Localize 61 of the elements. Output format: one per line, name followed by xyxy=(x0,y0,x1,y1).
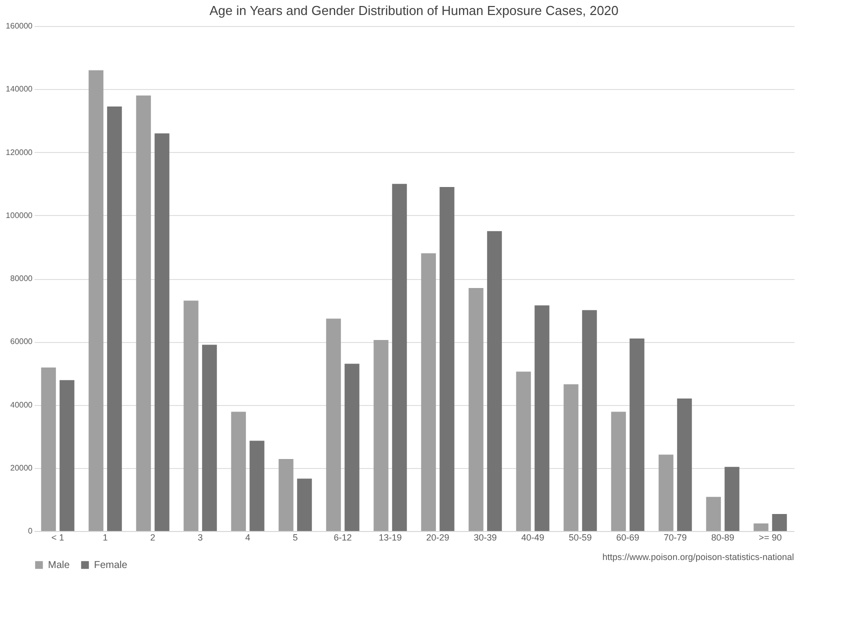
bar xyxy=(658,454,674,531)
bar xyxy=(534,305,550,531)
x-tick-label: 13-19 xyxy=(378,532,402,542)
bar xyxy=(60,380,74,531)
bar xyxy=(374,340,388,531)
x-tick-label: 70-79 xyxy=(664,532,687,542)
bar xyxy=(154,133,170,531)
bar xyxy=(564,384,578,531)
y-tick-label: 60000 xyxy=(10,337,34,346)
y-tick-label: 80000 xyxy=(10,274,34,283)
bar xyxy=(772,514,787,531)
bar xyxy=(344,364,360,531)
x-tick-label: 2 xyxy=(150,532,156,542)
bar xyxy=(88,70,104,531)
bar xyxy=(706,496,721,531)
y-tick-label: 0 xyxy=(28,526,34,536)
x-tick-label: 50-59 xyxy=(568,532,592,542)
bar xyxy=(516,372,531,531)
x-tick-label: 6-12 xyxy=(334,532,352,542)
bar xyxy=(231,412,246,531)
bar xyxy=(184,300,198,531)
y-tick-label: 160000 xyxy=(6,22,34,30)
x-tick-label: 30-39 xyxy=(474,532,497,542)
y-tick-label: 100000 xyxy=(6,210,34,220)
bar xyxy=(630,338,644,531)
x-tick-label: < 1 xyxy=(51,532,64,542)
bar xyxy=(202,344,217,531)
y-tick-label: 140000 xyxy=(6,84,34,94)
x-tick-label: 3 xyxy=(198,532,203,542)
chart-title: Age in Years and Gender Distribution of Human Exposure Cases, 2020 xyxy=(209,3,619,18)
x-tick-label: 5 xyxy=(292,532,298,542)
y-tick-label: 20000 xyxy=(10,463,34,472)
bar xyxy=(724,466,740,531)
bar xyxy=(421,253,436,531)
bar xyxy=(326,318,341,531)
bar xyxy=(297,478,312,531)
y-tick-label: 120000 xyxy=(6,148,34,157)
bar xyxy=(278,459,294,531)
bar xyxy=(582,310,597,531)
bar xyxy=(250,440,264,531)
x-tick-label: 20-29 xyxy=(426,532,450,542)
legend-label: Male xyxy=(48,560,70,571)
bar xyxy=(136,95,151,531)
bar xyxy=(107,106,122,531)
x-tick-label: 80-89 xyxy=(711,532,734,542)
bar xyxy=(487,231,502,531)
text: https://www.poison.org/poison-statistics-national xyxy=(602,552,794,562)
legend-label: Female xyxy=(94,560,128,571)
bar xyxy=(468,288,484,531)
bar xyxy=(440,186,454,531)
x-tick-label: >= 90 xyxy=(758,532,782,542)
bar xyxy=(611,412,626,531)
bar xyxy=(392,184,407,531)
x-tick-label: 40-49 xyxy=(521,532,544,542)
x-tick-label: 60-69 xyxy=(616,532,640,542)
bar xyxy=(754,523,768,531)
bar xyxy=(41,368,56,531)
x-tick-label: 1 xyxy=(102,532,108,542)
bar xyxy=(677,398,692,531)
y-tick-label: 40000 xyxy=(10,400,34,410)
x-tick-label: 4 xyxy=(245,532,250,542)
